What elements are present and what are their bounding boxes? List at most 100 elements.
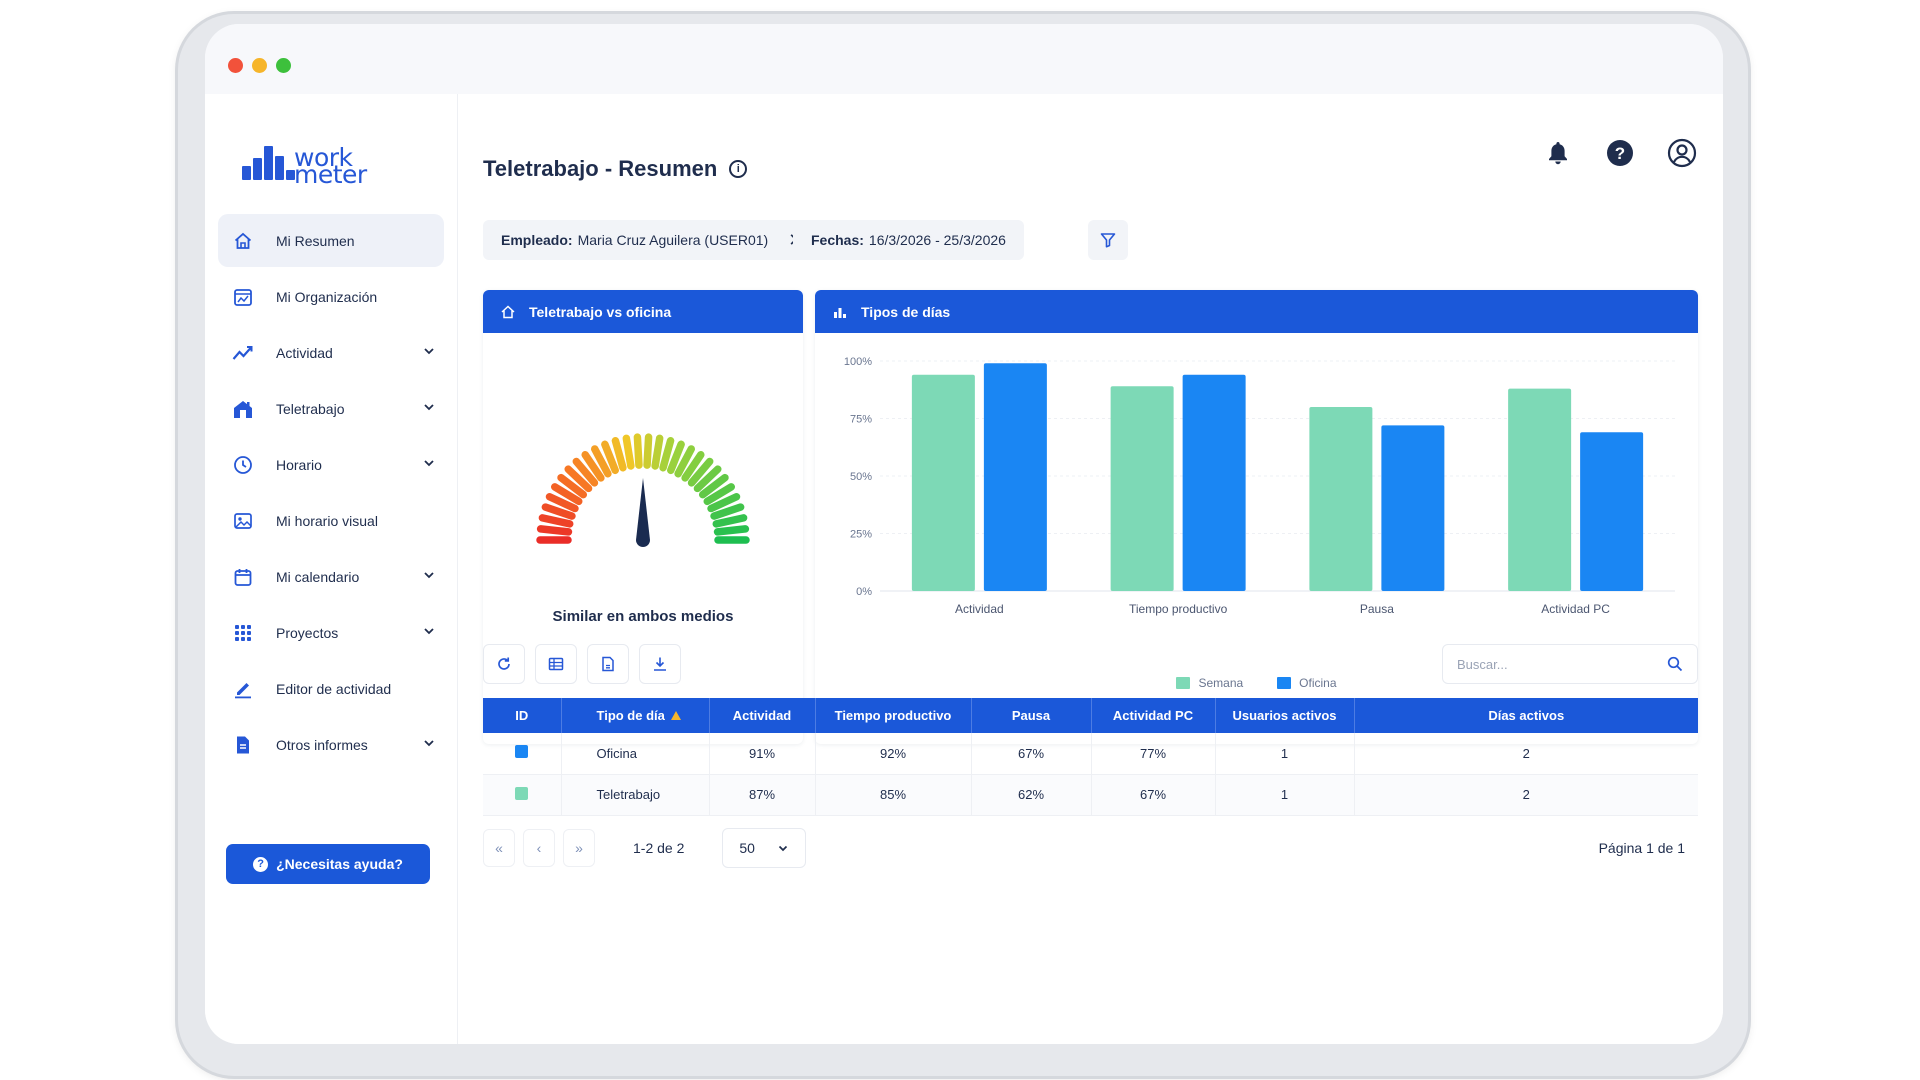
sidebar-item-label: Mi Organización <box>276 288 378 305</box>
workmeter-logo[interactable]: work meter <box>242 138 382 188</box>
gauge-segment <box>545 493 579 513</box>
funnel-icon <box>1100 233 1116 248</box>
sidebar-item-otros-informes[interactable]: Otros informes <box>218 718 444 771</box>
chart-legend: Semana Oficina <box>815 676 1698 690</box>
bar-oficina-0[interactable] <box>983 363 1047 591</box>
help-button[interactable]: ? ¿Necesitas ayuda? <box>226 844 430 884</box>
column-header-tipo[interactable]: Tipo de día <box>561 698 710 733</box>
bar-semana-0[interactable] <box>911 374 975 591</box>
filter-button[interactable] <box>1088 220 1128 260</box>
bar-card-header: Tipos de días <box>815 290 1698 333</box>
column-header-actividad-pc[interactable]: Actividad PC <box>1091 698 1216 733</box>
bar-semana-1[interactable] <box>1110 386 1174 591</box>
pagination: « ‹ » 1-2 de 2 50 <box>483 828 807 868</box>
day-types-table: ID Tipo de día Actividad Tiempo producti… <box>483 698 1698 816</box>
download-button[interactable] <box>639 644 681 684</box>
column-header-id[interactable]: ID <box>483 698 562 733</box>
employee-filter-chip[interactable]: Empleado: Maria Cruz Aguilera (USER01) ✕ <box>483 220 822 260</box>
x-tick-label: Actividad PC <box>1541 602 1610 616</box>
chevron-down-icon[interactable] <box>422 736 436 750</box>
page-size-select[interactable]: 50 <box>722 828 807 868</box>
sidebar-item-mi-calendario[interactable]: Mi calendario <box>218 550 444 603</box>
column-header-dias-activos[interactable]: Días activos <box>1354 698 1698 733</box>
bar-semana-2[interactable] <box>1309 407 1373 591</box>
date-filter-chip[interactable]: Fechas: 16/3/2026 - 25/3/2026 <box>793 220 1024 260</box>
cell-usuarios: 1 <box>1215 733 1355 775</box>
clock-icon <box>232 454 254 476</box>
gauge-segment <box>591 445 612 478</box>
chevron-down-icon[interactable] <box>422 568 436 582</box>
bar-oficina-1[interactable] <box>1182 374 1246 591</box>
cell-usuarios: 1 <box>1215 774 1355 816</box>
export-pdf-button[interactable] <box>587 644 629 684</box>
help-circle-icon[interactable]: ? <box>1604 137 1636 169</box>
bar-oficina-3[interactable] <box>1580 432 1644 591</box>
document-icon <box>232 734 254 756</box>
cell-pausa: 67% <box>971 733 1092 775</box>
home-icon <box>232 230 254 252</box>
svg-text:?: ? <box>1615 144 1625 163</box>
column-header-usuarios-activos[interactable]: Usuarios activos <box>1215 698 1355 733</box>
legend-swatch <box>1176 677 1191 689</box>
chevron-down-icon[interactable] <box>422 400 436 414</box>
home-office-icon <box>232 398 254 420</box>
page-title-text: Teletrabajo - Resumen <box>483 156 718 181</box>
page-indicator: Página 1 de 1 <box>1598 840 1685 856</box>
sidebar: work meter Mi Resumen Mi Organización Acti… <box>205 94 458 1044</box>
organization-chart-icon <box>232 286 254 308</box>
gauge-card-header: Teletrabajo vs oficina <box>483 290 803 333</box>
bar-chart: 100% 75% 50% 25% 0% Actividad Tiempo productiv… <box>844 356 1675 616</box>
table-header-row: ID Tipo de día Actividad Tiempo producti… <box>483 698 1698 733</box>
bar-semana-3[interactable] <box>1508 388 1572 591</box>
chevron-down-icon[interactable] <box>422 344 436 358</box>
bell-icon[interactable] <box>1542 137 1574 169</box>
sort-ascending-icon <box>670 711 681 720</box>
pagination-range: 1-2 de 2 <box>633 840 685 856</box>
table-row[interactable]: Teletrabajo 87% 85% 62% 67% 1 2 <box>483 774 1698 816</box>
page-size-value: 50 <box>739 840 755 856</box>
first-page-button[interactable]: « <box>483 829 515 867</box>
gauge-segment <box>687 457 714 487</box>
refresh-icon <box>498 657 510 670</box>
chevron-down-icon[interactable] <box>422 624 436 638</box>
gauge-segment <box>674 445 695 478</box>
sidebar-item-label: Mi horario visual <box>276 512 378 529</box>
bar-oficina-2[interactable] <box>1381 425 1445 591</box>
gauge-segment <box>693 465 722 493</box>
user-account-icon[interactable] <box>1666 137 1698 169</box>
minimize-window-button[interactable] <box>252 58 267 73</box>
column-header-tiempo-productivo[interactable]: Tiempo productivo <box>815 698 972 733</box>
next-page-button[interactable]: » <box>563 829 595 867</box>
y-tick-label: 100% <box>844 356 872 368</box>
sidebar-item-label: Horario <box>276 456 322 473</box>
close-window-button[interactable] <box>228 58 243 73</box>
legend-item[interactable]: Oficina <box>1277 676 1337 690</box>
sidebar-item-editor-de-actividad[interactable]: Editor de actividad <box>218 662 444 715</box>
sidebar-item-horario[interactable]: Horario <box>218 438 444 491</box>
search-box <box>1442 644 1698 684</box>
gauge-segment <box>712 514 748 528</box>
search-input[interactable] <box>1457 656 1667 672</box>
prev-page-button[interactable]: ‹ <box>523 829 555 867</box>
calendar-icon <box>232 566 254 588</box>
sidebar-item-actividad[interactable]: Actividad <box>218 326 444 379</box>
chevron-down-icon[interactable] <box>422 456 436 470</box>
sidebar-item-mi-organizacion[interactable]: Mi Organización <box>218 270 444 323</box>
gauge-segment <box>651 434 664 470</box>
search-icon[interactable] <box>1667 656 1683 672</box>
sidebar-item-teletrabajo[interactable]: Teletrabajo <box>218 382 444 435</box>
table-view-button[interactable] <box>535 644 577 684</box>
cell-pc: 67% <box>1091 774 1216 816</box>
column-header-actividad[interactable]: Actividad <box>709 698 816 733</box>
sidebar-item-proyectos[interactable]: Proyectos <box>218 606 444 659</box>
column-header-pausa[interactable]: Pausa <box>971 698 1092 733</box>
refresh-button[interactable] <box>483 644 525 684</box>
table-row[interactable]: Oficina 91% 92% 67% 77% 1 2 <box>483 733 1698 775</box>
legend-item[interactable]: Semana <box>1176 676 1243 690</box>
sidebar-item-label: Otros informes <box>276 736 368 753</box>
sidebar-item-mi-resumen[interactable]: Mi Resumen <box>218 214 444 267</box>
info-icon[interactable]: i <box>729 160 748 178</box>
maximize-window-button[interactable] <box>276 58 291 73</box>
sidebar-item-mi-horario-visual[interactable]: Mi horario visual <box>218 494 444 547</box>
cell-actividad: 87% <box>709 774 816 816</box>
